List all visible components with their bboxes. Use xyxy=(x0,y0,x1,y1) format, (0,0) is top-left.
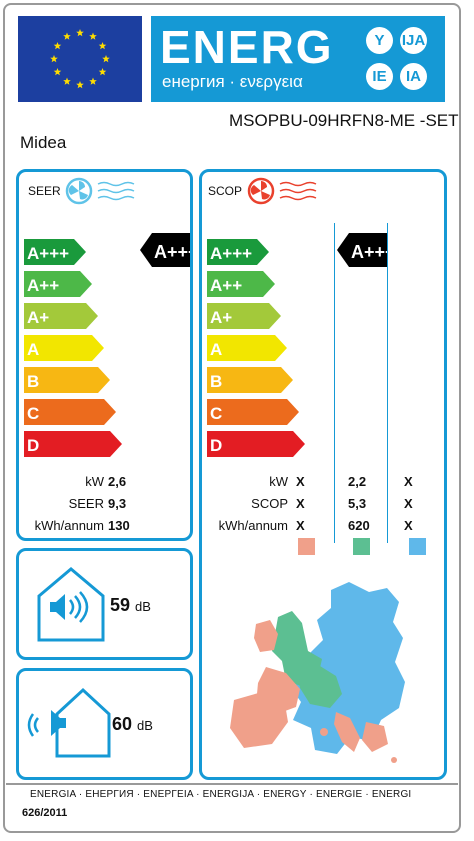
eu-star xyxy=(89,32,97,40)
indoor-noise-panel xyxy=(16,548,193,660)
heating-class-label: A+ xyxy=(210,308,232,327)
eu-star xyxy=(76,81,84,89)
cooling-rating-text: A+++ xyxy=(154,242,190,262)
heating-kw-label: kW xyxy=(269,474,288,489)
eu-star xyxy=(53,68,62,76)
cooling-seer-label: SEER xyxy=(68,496,104,511)
eu-star xyxy=(63,77,71,85)
cooling-class-label: D xyxy=(27,436,39,455)
zone-divider-2 xyxy=(387,223,388,543)
outdoor-noise-unit: dB xyxy=(137,718,153,733)
cooling-fan-icon xyxy=(65,177,135,205)
heating-class-arrow: D xyxy=(207,431,307,457)
heating-class-label: A++ xyxy=(210,276,242,295)
heating-kw-colder: X xyxy=(296,474,305,489)
cooling-class-label: A++ xyxy=(27,276,59,295)
lang-badge-ia: IA xyxy=(400,63,427,90)
cooling-seer-value: 9,3 xyxy=(108,496,127,511)
cooling-class-label: C xyxy=(27,404,39,423)
heating-kw-average: 2,2 xyxy=(348,474,367,489)
energy-header xyxy=(151,16,445,102)
indoor-noise-unit: dB xyxy=(135,599,151,614)
eu-stars-icon xyxy=(50,29,110,89)
cooling-class-arrow: A++ xyxy=(24,271,94,297)
cooling-class-label: B xyxy=(27,372,39,391)
model-name: MSOPBU-09HRFN8-ME -SET xyxy=(229,111,459,130)
zone-average-swatch xyxy=(353,538,370,555)
cooling-annual-value: 130 xyxy=(108,518,130,533)
outdoor-noise-value: 60 dB xyxy=(112,714,153,734)
cooling-annual-label: kWh/annum xyxy=(34,518,104,533)
heating-scop-colder: X xyxy=(296,496,305,511)
zone-divider-1 xyxy=(334,223,335,543)
heating-rating-arrow: A+++ xyxy=(337,233,387,267)
supplier-name: Midea xyxy=(20,133,67,152)
heating-kw-warmer: X xyxy=(404,474,413,489)
lang-badge-ie: IE xyxy=(366,63,393,90)
heating-class-arrow: C xyxy=(207,399,301,425)
cooling-class-label: A+++ xyxy=(27,244,69,263)
eu-star xyxy=(89,77,97,85)
heating-scop-warmer: X xyxy=(404,496,413,511)
energy-subtitle: енергия · ενεργεια xyxy=(162,72,303,91)
cooling-class-label: A xyxy=(27,340,39,359)
cooling-class-arrow: B xyxy=(24,367,112,393)
eu-star xyxy=(102,55,110,63)
heating-scop-label: SCOP xyxy=(251,496,288,511)
outdoor-noise-icon xyxy=(27,687,111,758)
heating-annual-label: kWh/annum xyxy=(218,518,288,533)
heating-class-arrow: A xyxy=(207,335,289,361)
heating-class-arrow: A+++ xyxy=(207,239,271,265)
scop-label: SCOP xyxy=(208,184,243,198)
eu-star xyxy=(98,68,107,76)
heating-fan-icon xyxy=(247,177,317,205)
heating-annual-average: 620 xyxy=(348,518,370,533)
footer-divider xyxy=(6,783,458,785)
zone-colder-swatch xyxy=(298,538,315,555)
cooling-kw-label: kW xyxy=(85,474,104,489)
cooling-class-label: A+ xyxy=(27,308,49,327)
footer-regulation: 626/2011 xyxy=(22,807,68,819)
cooling-class-arrow: A+++ xyxy=(24,239,88,265)
lang-badge-ija: IJA xyxy=(400,27,427,54)
eu-star xyxy=(50,55,58,63)
heating-annual-colder: X xyxy=(296,518,305,533)
heating-class-label: A+++ xyxy=(210,244,252,263)
heating-class-arrow: B xyxy=(207,367,295,393)
cooling-rating-arrow: A+++ xyxy=(140,233,190,267)
energy-title: ENERG xyxy=(160,21,334,73)
heating-class-label: C xyxy=(210,404,222,423)
cooling-class-arrow: A+ xyxy=(24,303,100,329)
heating-class-label: D xyxy=(210,436,222,455)
heating-scop-average: 5,3 xyxy=(348,496,367,511)
heating-class-arrow: A+ xyxy=(207,303,283,329)
outdoor-noise-panel xyxy=(16,668,193,780)
footer-languages: ENERGIA · ЕНЕРГИЯ · ΕΝΕΡΓΕΙΑ · ENERGIJA … xyxy=(30,789,412,800)
heating-class-label: B xyxy=(210,372,222,391)
cooling-kw-value: 2,6 xyxy=(108,474,127,489)
label-frame xyxy=(3,3,461,833)
cooling-panel xyxy=(16,169,193,541)
indoor-noise-value: 59 dB xyxy=(110,595,151,615)
zone-warmer-swatch xyxy=(409,538,426,555)
seer-label: SEER xyxy=(28,184,61,198)
cooling-class-arrow: D xyxy=(24,431,124,457)
cooling-class-arrow: C xyxy=(24,399,118,425)
lang-badge-y: Y xyxy=(366,27,393,54)
heating-class-label: A xyxy=(210,340,222,359)
heating-rating-text: A+++ xyxy=(351,242,387,262)
europe-climate-map xyxy=(230,582,405,763)
cooling-class-arrow: A xyxy=(24,335,106,361)
heating-annual-warmer: X xyxy=(404,518,413,533)
heating-class-arrow: A++ xyxy=(207,271,277,297)
indoor-noise-icon xyxy=(37,567,105,642)
eu-star xyxy=(63,32,71,40)
heating-panel xyxy=(199,169,447,780)
eu-star xyxy=(76,29,84,37)
eu-star xyxy=(53,42,62,50)
eu-star xyxy=(98,42,107,50)
eu-flag xyxy=(18,16,142,102)
